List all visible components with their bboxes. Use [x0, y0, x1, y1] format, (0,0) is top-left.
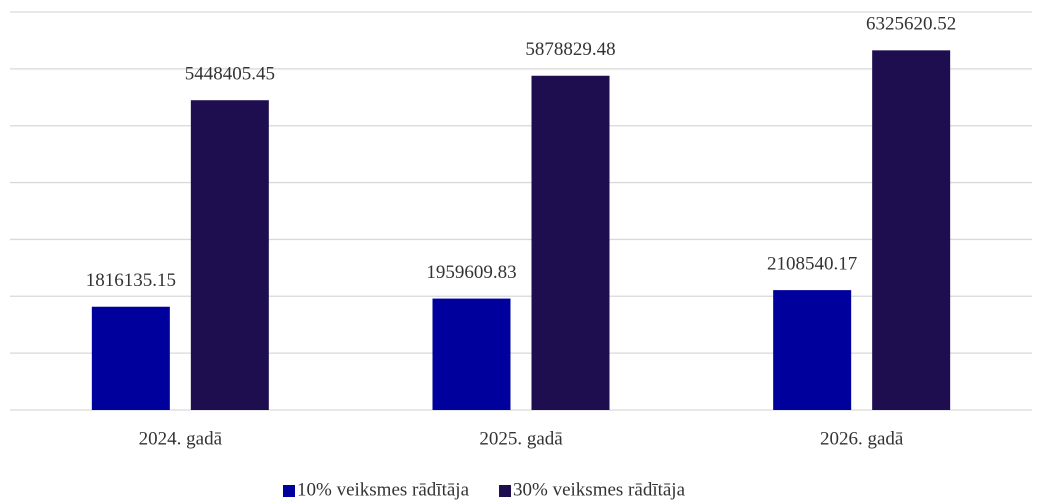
bar	[91, 306, 170, 410]
legend-label: 10% veiksmes rādītāja	[297, 479, 470, 500]
bar	[432, 298, 511, 410]
legend-swatch	[283, 485, 295, 497]
legend-swatch	[499, 485, 512, 497]
legend-label: 30% veiksmes rādītāja	[513, 479, 686, 500]
value-label: 2108540.17	[767, 253, 857, 274]
x-tick-label: 2025. gadā	[479, 428, 563, 449]
value-label: 1959609.83	[426, 262, 516, 283]
value-label: 5878829.48	[525, 39, 615, 60]
x-tick-label: 2026. gadā	[820, 428, 904, 449]
value-label: 1816135.15	[86, 270, 176, 291]
value-label: 6325620.52	[866, 14, 956, 35]
bar	[531, 75, 610, 410]
value-label: 5448405.45	[185, 64, 275, 85]
bar	[190, 100, 269, 410]
x-tick-label: 2024. gadā	[139, 428, 223, 449]
bar	[872, 50, 951, 410]
bar	[773, 290, 852, 410]
